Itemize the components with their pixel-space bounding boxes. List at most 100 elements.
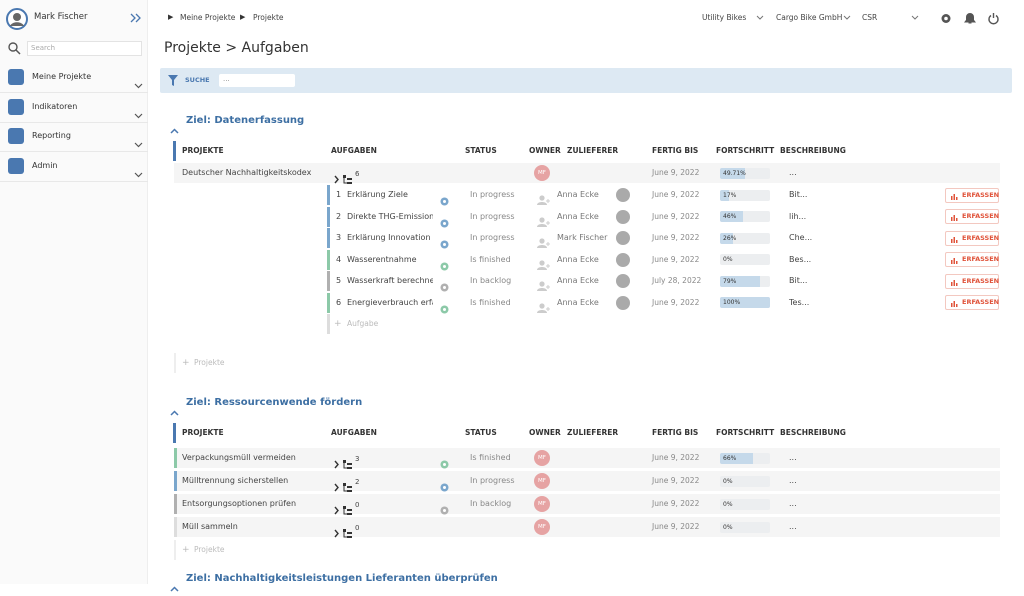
erfassen-button[interactable]: ERFASSEN xyxy=(945,252,999,267)
column-header: FORTSCHRITT xyxy=(716,428,775,437)
group-title[interactable]: Ziel: Nachhaltigkeitsleistungen Lieferan… xyxy=(186,573,498,584)
status-icon xyxy=(440,191,449,210)
select[interactable]: Utility Bikes xyxy=(702,13,747,22)
menu-icon xyxy=(8,98,24,115)
header-icons[interactable] xyxy=(940,12,1002,25)
chart-icon xyxy=(951,299,959,312)
description: lih... xyxy=(789,211,807,221)
menu-item[interactable]: Reporting xyxy=(0,122,148,153)
breadcrumb-item[interactable]: Projekte xyxy=(253,13,284,22)
progress-label: 46% xyxy=(723,213,737,220)
collapse-button[interactable] xyxy=(130,13,142,23)
owner-avatar: MF xyxy=(534,496,550,512)
task-indicator xyxy=(327,185,330,205)
project-row xyxy=(174,448,1000,468)
status-icon xyxy=(440,213,449,232)
group-title[interactable]: Ziel: Datenerfassung xyxy=(186,115,305,126)
owner-avatar: MF xyxy=(534,519,550,535)
menu-icon xyxy=(8,157,24,174)
progress-fill xyxy=(720,189,729,201)
project-name[interactable]: Entsorgungsoptionen prüfen xyxy=(182,499,297,508)
menu-icon xyxy=(8,69,24,85)
search-input[interactable]: Search xyxy=(27,41,142,56)
menu-item[interactable]: Meine Projekte xyxy=(0,63,148,93)
project-name[interactable]: Müll sammeln xyxy=(182,522,238,531)
project-name[interactable]: Verpackungsmüll vermeiden xyxy=(182,453,296,462)
column-header: OWNER xyxy=(529,428,561,437)
description: Che... xyxy=(789,233,813,242)
due-date: June 9, 2022 xyxy=(652,499,700,508)
progress-label: 79% xyxy=(723,277,737,285)
status-icon xyxy=(440,299,449,318)
task-name[interactable]: Wasserentnahme xyxy=(347,254,417,264)
task-number: 3 xyxy=(336,233,342,242)
task-status: Is finished xyxy=(470,297,511,307)
progress-bar: 0% xyxy=(720,475,770,487)
progress-bar: 66% xyxy=(720,452,770,464)
due-date: June 9, 2022 xyxy=(652,211,700,221)
column-header: FORTSCHRITT xyxy=(716,146,775,155)
select[interactable]: CSR xyxy=(862,13,878,22)
description: Bit... xyxy=(789,276,808,285)
owner-avatar: MF xyxy=(534,473,550,489)
column-header: AUFGABEN xyxy=(331,428,377,437)
supplier-name: Anna Ecke xyxy=(557,254,599,264)
task-name[interactable]: Erklärung Innovation xyxy=(347,233,431,242)
owner-avatar: MF xyxy=(534,165,550,181)
project-row xyxy=(174,163,1000,183)
erfassen-button[interactable]: ERFASSEN xyxy=(945,295,999,310)
progress-bar: 100% xyxy=(720,297,770,308)
erfassen-button[interactable]: ERFASSEN xyxy=(945,209,999,224)
progress-bar: 17% xyxy=(720,189,770,201)
column-header: ZULIEFERER xyxy=(567,428,619,437)
project-status: In progress xyxy=(470,476,515,485)
erfassen-button[interactable]: ERFASSEN xyxy=(945,273,999,289)
task-number: 1 xyxy=(336,190,342,199)
task-indicator xyxy=(327,292,330,313)
add-task[interactable]: Aufgabe xyxy=(347,319,379,328)
project-row xyxy=(174,494,1000,514)
chart-icon xyxy=(951,256,959,269)
description: ... xyxy=(789,168,797,177)
group-title[interactable]: Ziel: Ressourcenwende fördern xyxy=(186,397,363,408)
due-date: June 9, 2022 xyxy=(652,522,700,531)
column-header: BESCHREIBUNG xyxy=(780,146,846,155)
project-row xyxy=(174,471,1000,491)
progress-label: 0% xyxy=(723,477,733,485)
add-bar xyxy=(174,353,176,373)
project-name[interactable]: Deutscher Nachhaltigkeitskodex xyxy=(182,168,312,177)
task-name[interactable]: Wasserkraft berechnen xyxy=(347,276,433,285)
description: ... xyxy=(789,453,797,462)
owner-avatar: MF xyxy=(534,450,550,466)
add-project[interactable]: Projekte xyxy=(194,358,225,367)
task-count: 0 xyxy=(355,524,360,532)
erfassen-button[interactable]: ERFASSEN xyxy=(945,187,999,203)
erfassen-button[interactable]: ERFASSEN xyxy=(945,230,999,246)
task-name[interactable]: Erklärung Ziele xyxy=(347,190,408,199)
select[interactable]: Cargo Bike GmbH xyxy=(776,13,843,22)
status-icon xyxy=(440,234,449,253)
filter-input[interactable]: ... xyxy=(219,74,295,87)
due-date: July 28, 2022 xyxy=(652,276,702,285)
collapse-icon xyxy=(170,401,179,420)
menu-item[interactable]: Indikatoren xyxy=(0,93,148,123)
supplier-name: Anna Ecke xyxy=(557,297,599,307)
sidebar: Mark Fischer Search Meine Projekte Indika… xyxy=(0,0,148,584)
chart-icon xyxy=(951,213,959,226)
add-project[interactable]: Projekte xyxy=(194,545,225,554)
project-status: In backlog xyxy=(470,499,512,508)
supplier-icon xyxy=(537,212,551,231)
task-count: 0 xyxy=(355,501,360,509)
select-chevrons xyxy=(756,15,919,20)
menu-chevron xyxy=(134,163,143,182)
menu-chevron xyxy=(134,74,143,93)
progress-label: 17% xyxy=(723,191,737,199)
tasks-icon xyxy=(334,454,352,473)
row-indicator xyxy=(174,471,177,491)
breadcrumb-item[interactable]: Meine Projekte xyxy=(180,13,236,22)
description: Bes... xyxy=(789,254,812,264)
project-name[interactable]: Mülltrennung sicherstellen xyxy=(182,476,289,485)
menu-item[interactable]: Admin xyxy=(0,152,148,182)
task-name[interactable]: Energieverbrauch erfassen xyxy=(347,297,433,307)
task-name[interactable]: Direkte THG-Emissionen xyxy=(347,211,433,221)
